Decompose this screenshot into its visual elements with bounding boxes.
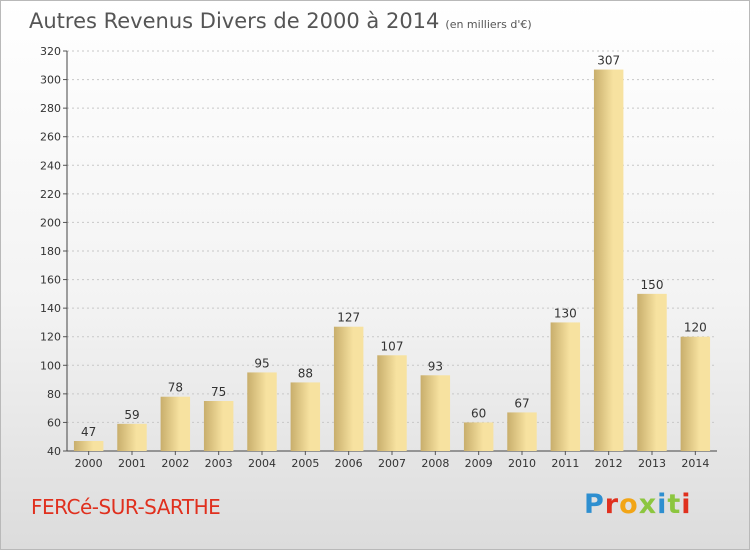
- y-tick-label: 220: [40, 188, 61, 201]
- data-label: 78: [168, 381, 183, 395]
- chart-title-text: Autres Revenus Divers de 2000 à 2014: [29, 9, 440, 33]
- x-tick-label: 2004: [248, 457, 276, 470]
- y-tick-label: 280: [40, 102, 61, 115]
- data-label: 107: [381, 339, 404, 353]
- y-tick-label: 320: [40, 45, 61, 58]
- data-label: 307: [597, 54, 620, 68]
- bar-2008: [420, 375, 451, 451]
- y-tick-label: 40: [47, 445, 61, 458]
- y-tick-label: 260: [40, 131, 61, 144]
- x-tick-label: 2008: [421, 457, 449, 470]
- data-label: 59: [124, 408, 139, 422]
- data-label: 150: [641, 278, 664, 292]
- bar-2005: [290, 382, 321, 451]
- data-label: 47: [81, 425, 96, 439]
- bar-2011: [550, 322, 581, 451]
- y-tick-label: 200: [40, 216, 61, 229]
- x-tick-label: 2014: [681, 457, 709, 470]
- data-label: 127: [337, 311, 360, 325]
- data-label: 95: [254, 356, 269, 370]
- bar-2002: [160, 396, 191, 451]
- y-tick-label: 140: [40, 302, 61, 315]
- x-tick-label: 2002: [161, 457, 189, 470]
- data-label: 93: [428, 359, 443, 373]
- y-tick-label: 60: [47, 416, 61, 429]
- chart-title: Autres Revenus Divers de 2000 à 2014 (en …: [29, 9, 532, 33]
- y-tick-label: 180: [40, 245, 61, 258]
- logo-letter: i: [657, 489, 668, 520]
- x-tick-label: 2007: [378, 457, 406, 470]
- x-tick-label: 2010: [508, 457, 536, 470]
- y-tick-label: 240: [40, 159, 61, 172]
- data-label: 67: [514, 396, 529, 410]
- y-tick-label: 160: [40, 274, 61, 287]
- x-tick-label: 2006: [335, 457, 363, 470]
- x-tick-label: 2005: [291, 457, 319, 470]
- data-label: 60: [471, 406, 486, 420]
- x-tick-label: 2009: [465, 457, 493, 470]
- commune-name: FERCé-SUR-SARTHE: [31, 495, 221, 519]
- y-tick-label: 300: [40, 74, 61, 87]
- proxiti-logo[interactable]: Proxiti: [584, 489, 692, 520]
- bar-2004: [247, 372, 277, 451]
- logo-letter: x: [638, 489, 658, 520]
- x-tick-label: 2003: [205, 457, 233, 470]
- bar-2009: [463, 422, 494, 451]
- logo-letter: o: [619, 489, 639, 520]
- bar-2003: [203, 401, 234, 451]
- x-tick-label: 2012: [595, 457, 623, 470]
- data-label: 130: [554, 306, 577, 320]
- chart-subtitle: (en milliers d'€): [445, 18, 532, 31]
- x-tick-label: 2001: [118, 457, 146, 470]
- bar-2012: [593, 69, 624, 452]
- logo-letter: t: [667, 489, 682, 520]
- bar-2001: [117, 423, 147, 451]
- data-label: 88: [298, 366, 313, 380]
- logo-letter: r: [604, 489, 620, 520]
- bar-2006: [333, 326, 364, 451]
- logo-letter: P: [584, 489, 605, 520]
- bar-2014: [680, 336, 711, 451]
- x-tick-label: 2011: [551, 457, 579, 470]
- logo-letter: i: [681, 489, 692, 520]
- y-tick-label: 120: [40, 331, 61, 344]
- data-label: 75: [211, 385, 226, 399]
- y-tick-label: 100: [40, 359, 61, 372]
- bar-2010: [507, 412, 537, 451]
- bar-2000: [73, 441, 104, 451]
- bar-2013: [637, 293, 667, 451]
- data-label: 120: [684, 321, 707, 335]
- y-tick-label: 80: [47, 388, 61, 401]
- bar-2007: [377, 355, 407, 451]
- x-tick-label: 2013: [638, 457, 666, 470]
- x-tick-label: 2000: [75, 457, 103, 470]
